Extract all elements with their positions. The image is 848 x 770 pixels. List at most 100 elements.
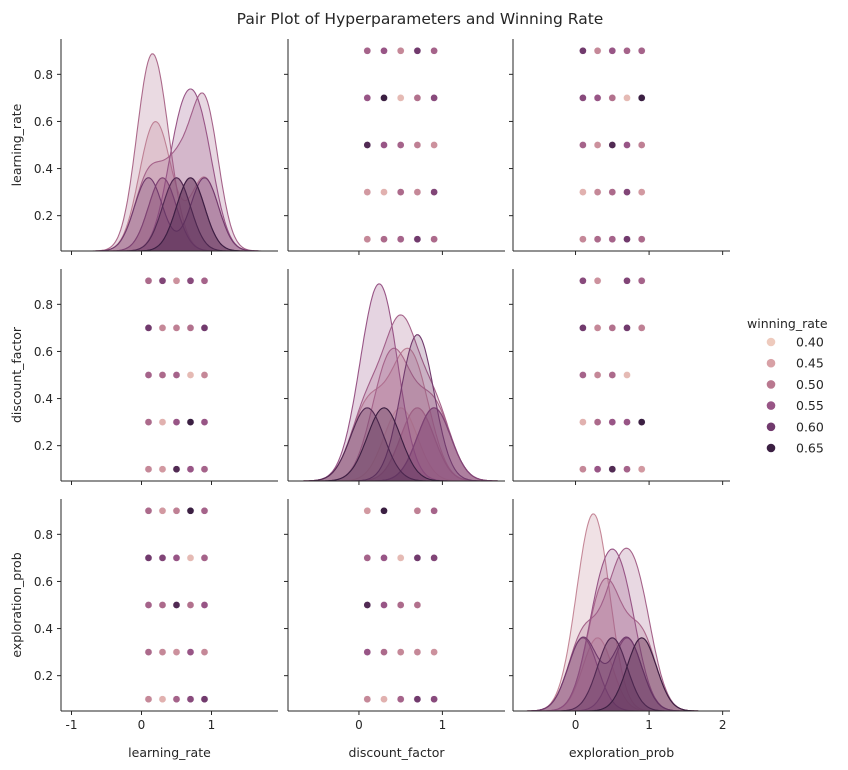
- y-axis-label: exploration_prob: [9, 552, 24, 657]
- scatter-point: [579, 276, 587, 285]
- scatter-point: [380, 695, 388, 704]
- kde-fill: [288, 407, 505, 481]
- scatter-point: [186, 465, 195, 474]
- panel-exploration_prob-vs-discount_factor: 0 1 discount_factor: [284, 499, 505, 760]
- legend-marker: [766, 380, 776, 389]
- scatter-point: [144, 601, 153, 609]
- kde-fill: [513, 637, 730, 711]
- scatter-point: [637, 46, 646, 55]
- kde-fill: [61, 177, 278, 251]
- scatter-point: [593, 235, 602, 244]
- scatter-point: [637, 188, 646, 196]
- scatter-point: [430, 235, 438, 244]
- x-tick-label: 0: [138, 718, 146, 732]
- scatter-point: [396, 235, 405, 244]
- scatter-point: [363, 141, 372, 149]
- scatter-point: [158, 418, 167, 426]
- kde-fill: [61, 92, 278, 252]
- x-tick-label: 2: [719, 718, 727, 732]
- kde-fill: [513, 637, 730, 711]
- scatter-point: [637, 94, 646, 102]
- scatter-point: [413, 235, 422, 244]
- scatter-point: [200, 276, 209, 285]
- scatter-point: [200, 465, 209, 474]
- scatter-point: [144, 554, 153, 562]
- panel-learning_rate-vs-learning_rate: 0.2 0.4 0.6 0.8 learning_rate: [9, 39, 278, 255]
- scatter-point: [593, 46, 602, 55]
- scatter-point: [430, 695, 438, 704]
- figure-title: Pair Plot of Hyperparameters and Winning…: [237, 10, 604, 28]
- scatter-point: [579, 324, 587, 332]
- scatter-point: [608, 465, 617, 474]
- scatter-point: [623, 276, 631, 285]
- scatter-point: [380, 648, 388, 656]
- legend-label: 0.60: [796, 419, 824, 434]
- scatter-point: [363, 695, 372, 704]
- kde-fill: [61, 177, 278, 251]
- x-axis-label: discount_factor: [348, 745, 445, 760]
- y-tick-label: 0.8: [34, 528, 53, 542]
- scatter-point: [637, 141, 646, 149]
- scatter-point: [579, 235, 587, 244]
- kde-fill: [288, 407, 505, 481]
- scatter-point: [579, 141, 587, 149]
- scatter-point: [172, 554, 181, 562]
- kde-fill: [288, 334, 505, 481]
- scatter-point: [579, 94, 587, 102]
- scatter-point: [380, 601, 388, 609]
- x-axis-label: learning_rate: [128, 745, 211, 760]
- legend-marker: [766, 422, 776, 432]
- scatter-point: [200, 648, 209, 656]
- scatter-point: [396, 188, 405, 196]
- scatter-point: [363, 601, 372, 609]
- scatter-point: [593, 418, 602, 426]
- scatter-point: [172, 418, 181, 426]
- scatter-point: [430, 506, 438, 515]
- kde-fill: [513, 578, 730, 711]
- x-axis-label: exploration_prob: [569, 745, 674, 760]
- x-tick-label: 0: [572, 718, 580, 732]
- scatter-point: [172, 506, 181, 515]
- scatter-point: [186, 648, 195, 656]
- scatter-point: [637, 276, 646, 285]
- scatter-point: [200, 418, 209, 426]
- scatter-point: [144, 418, 153, 426]
- scatter-point: [158, 554, 167, 562]
- x-tick-label: 1: [439, 718, 447, 732]
- scatter-point: [413, 695, 422, 704]
- scatter-point: [396, 601, 405, 609]
- scatter-point: [363, 554, 372, 562]
- scatter-point: [380, 235, 388, 244]
- y-tick-label: 0.2: [34, 209, 53, 223]
- scatter-point: [363, 46, 372, 55]
- scatter-point: [430, 648, 438, 656]
- scatter-point: [363, 648, 372, 656]
- legend-marker: [766, 443, 776, 453]
- kde-fill: [61, 53, 278, 251]
- scatter-point: [363, 188, 372, 196]
- scatter-point: [396, 46, 405, 55]
- kde-fill: [288, 407, 505, 481]
- scatter-point: [430, 141, 438, 149]
- scatter-point: [396, 94, 405, 102]
- scatter-point: [200, 601, 209, 609]
- scatter-point: [380, 94, 388, 102]
- y-tick-label: 0.6: [34, 345, 53, 359]
- scatter-point: [430, 554, 438, 562]
- scatter-point: [396, 695, 405, 704]
- scatter-point: [172, 276, 181, 285]
- scatter-point: [637, 418, 646, 426]
- kde-fill: [513, 637, 730, 711]
- scatter-point: [608, 371, 617, 379]
- scatter-point: [200, 695, 209, 704]
- scatter-point: [593, 465, 602, 474]
- scatter-point: [158, 601, 167, 609]
- scatter-point: [413, 506, 422, 515]
- kde-fill: [288, 407, 505, 481]
- kde-fill: [513, 637, 730, 711]
- scatter-point: [158, 506, 167, 515]
- panel-discount_factor-vs-discount_factor: [284, 269, 505, 485]
- scatter-point: [593, 371, 602, 379]
- scatter-point: [608, 324, 617, 332]
